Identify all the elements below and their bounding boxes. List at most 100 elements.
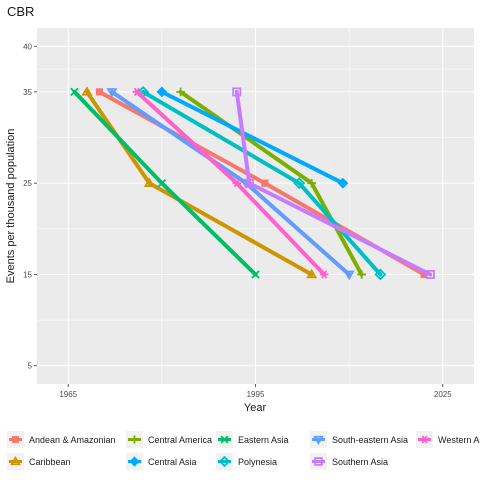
marker-asterisk [319,270,329,279]
marker-square-open [232,87,242,97]
marker-asterisk [232,178,242,188]
legend-item-south-eastern-asia: South-eastern Asia [310,431,408,448]
marker-square [261,179,269,187]
data-point-southern-asia [425,269,435,279]
data-point-western-asia [319,270,329,279]
legend-label: Eastern Asia [238,435,289,445]
data-point-eastern-asia [70,87,79,97]
marker-triangle [306,268,318,279]
legend-label: South-eastern Asia [332,435,408,445]
data-point-andean-amazonian [95,88,104,96]
marker-diamond [129,456,140,467]
marker-plus [357,270,366,279]
marker-diamond-open [293,177,306,190]
marker-plus [176,87,185,97]
data-point-caribbean [81,86,93,96]
legend-item-western-asia: Western Asia [416,431,480,448]
data-point-polynesia [374,268,387,281]
legend-item-central-asia: Central Asia [126,453,197,470]
data-point-caribbean [306,268,318,279]
marker-triangle-down [106,88,118,98]
marker-square-open [314,457,323,466]
chart-title: CBR [7,4,34,19]
marker-square-open [425,269,435,279]
data-point-central-asia [156,86,168,98]
y-axis-title: Events per thousand population [5,129,17,284]
legend-label: Central Asia [148,457,197,467]
marker-asterisk [132,87,142,97]
data-point-central-asia [337,177,349,189]
y-tick-label: 5 [28,362,33,371]
data-point-caribbean [143,177,155,187]
marker-square [95,88,104,96]
series-line-caribbean [84,89,314,277]
series-line-southern-asia [234,89,433,277]
legend-label: Western Asia [438,435,480,445]
legend-item-central-america: Central America [126,431,212,448]
x-tick-label: 2025 [434,390,452,399]
y-tick-label: 25 [23,179,32,188]
marker-triangle [143,177,155,187]
legend-item-andean-amazonian: Andean & Amazonian [7,431,116,448]
legend-item-southern-asia: Southern Asia [310,453,388,470]
marker-plus [307,178,317,188]
marker-triangle-down [343,270,355,281]
marker-x [157,178,167,188]
legend-label: Andean & Amazonian [29,435,116,445]
marker-triangle-down [313,435,324,446]
series-line-polynesia [141,89,383,277]
marker-diamond [337,177,349,189]
data-point-central-america [357,270,366,279]
x-axis-title: Year [244,402,267,414]
y-axis: 5 15 25 35 40 [23,42,37,371]
y-tick-label: 15 [23,270,32,279]
legend-item-eastern-asia: Eastern Asia [216,431,289,448]
y-tick-label: 35 [23,88,32,97]
x-tick-label: 1995 [247,390,265,399]
series-central-asia [156,86,349,189]
series-layer [70,85,435,281]
data-point-andean-amazonian [261,179,269,187]
marker-diamond-open [218,455,231,468]
legend-label: Caribbean [29,457,71,467]
data-point-western-asia [232,178,242,188]
data-point-south-eastern-asia [343,270,355,281]
marker-plus [130,435,139,444]
x-tick-label: 1965 [59,390,77,399]
legend-label: Central America [148,435,212,445]
series-line-central-asia [159,89,345,186]
x-axis: 1965 1995 2025 [59,384,452,399]
marker-diamond [156,86,168,98]
data-point-andean-amazonian [420,270,428,279]
marker-triangle [81,86,93,96]
marker-x [251,270,260,279]
legend-label: Southern Asia [332,457,388,467]
marker-diamond-open [374,268,387,281]
series-southern-asia [232,87,435,279]
y-tick-label: 40 [23,42,32,51]
marker-square-open [244,178,254,188]
data-point-western-asia [132,87,142,97]
data-point-southern-asia [232,87,242,97]
data-point-eastern-asia [251,270,260,279]
series-western-asia [132,87,329,279]
marker-square [12,436,19,443]
series-caribbean [81,86,318,279]
data-point-eastern-asia [157,178,167,188]
data-point-southern-asia [244,178,254,188]
marker-triangle [10,455,21,466]
legend: Andean & Amazonian Caribbean Central Ameri… [7,431,480,470]
marker-x [220,435,229,444]
data-point-central-america [176,87,185,97]
data-point-central-america [307,178,317,188]
marker-square [420,270,428,279]
legend-item-caribbean: Caribbean [7,453,71,470]
legend-item-polynesia: Polynesia [216,453,277,470]
data-point-polynesia [293,177,306,190]
legend-label: Polynesia [238,457,277,467]
marker-asterisk [420,435,429,444]
marker-x [70,87,79,97]
data-point-south-eastern-asia [106,88,118,98]
series-eastern-asia [70,87,260,279]
